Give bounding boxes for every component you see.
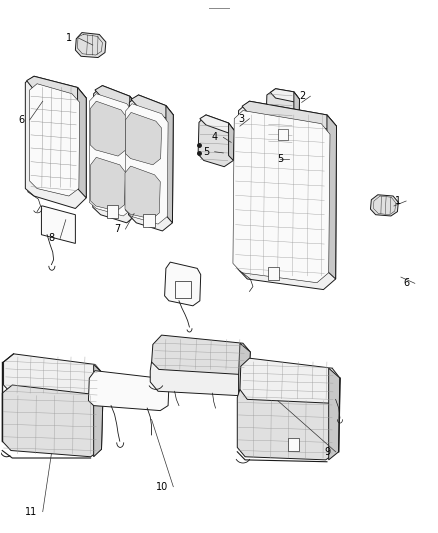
Polygon shape bbox=[93, 86, 137, 223]
Polygon shape bbox=[125, 104, 168, 224]
Polygon shape bbox=[242, 101, 336, 130]
Polygon shape bbox=[200, 115, 234, 133]
Polygon shape bbox=[128, 95, 173, 231]
Polygon shape bbox=[371, 195, 398, 216]
Polygon shape bbox=[265, 88, 300, 146]
Polygon shape bbox=[4, 354, 104, 402]
Text: 5: 5 bbox=[203, 147, 209, 157]
Polygon shape bbox=[237, 101, 336, 289]
FancyBboxPatch shape bbox=[107, 205, 118, 218]
Text: 10: 10 bbox=[156, 482, 168, 492]
Text: 7: 7 bbox=[114, 224, 120, 234]
Polygon shape bbox=[239, 343, 251, 395]
Polygon shape bbox=[130, 96, 137, 215]
Polygon shape bbox=[125, 166, 160, 219]
Polygon shape bbox=[294, 92, 300, 140]
Text: 9: 9 bbox=[324, 447, 330, 457]
Polygon shape bbox=[30, 84, 80, 196]
Text: 1: 1 bbox=[66, 33, 72, 43]
Polygon shape bbox=[131, 95, 173, 118]
Text: 5: 5 bbox=[277, 154, 283, 164]
Polygon shape bbox=[328, 368, 340, 460]
Polygon shape bbox=[150, 362, 249, 395]
FancyBboxPatch shape bbox=[268, 267, 279, 280]
Polygon shape bbox=[91, 157, 125, 211]
Polygon shape bbox=[198, 115, 234, 167]
Polygon shape bbox=[152, 335, 251, 376]
Polygon shape bbox=[237, 390, 339, 460]
Polygon shape bbox=[75, 33, 106, 58]
Text: 3: 3 bbox=[238, 114, 244, 124]
Polygon shape bbox=[89, 94, 133, 216]
Polygon shape bbox=[2, 385, 103, 457]
Polygon shape bbox=[229, 123, 234, 160]
Polygon shape bbox=[78, 87, 86, 198]
Text: 8: 8 bbox=[49, 233, 55, 244]
Polygon shape bbox=[90, 101, 127, 156]
Text: 11: 11 bbox=[25, 507, 38, 516]
Polygon shape bbox=[233, 110, 330, 282]
Polygon shape bbox=[88, 370, 169, 410]
Polygon shape bbox=[25, 76, 86, 208]
Text: 2: 2 bbox=[299, 91, 305, 101]
Polygon shape bbox=[165, 262, 201, 306]
Polygon shape bbox=[95, 86, 137, 109]
Polygon shape bbox=[270, 88, 300, 102]
Text: 6: 6 bbox=[403, 278, 410, 288]
Polygon shape bbox=[240, 358, 340, 405]
FancyBboxPatch shape bbox=[288, 438, 299, 450]
Polygon shape bbox=[327, 115, 336, 279]
Polygon shape bbox=[27, 76, 86, 101]
Polygon shape bbox=[166, 106, 173, 223]
Text: 4: 4 bbox=[212, 132, 218, 142]
Polygon shape bbox=[125, 112, 162, 165]
Polygon shape bbox=[42, 206, 75, 244]
Polygon shape bbox=[94, 365, 104, 457]
Text: 6: 6 bbox=[18, 115, 25, 125]
FancyBboxPatch shape bbox=[278, 130, 288, 140]
FancyBboxPatch shape bbox=[143, 214, 155, 227]
FancyBboxPatch shape bbox=[175, 281, 191, 298]
Text: 1: 1 bbox=[395, 196, 401, 206]
